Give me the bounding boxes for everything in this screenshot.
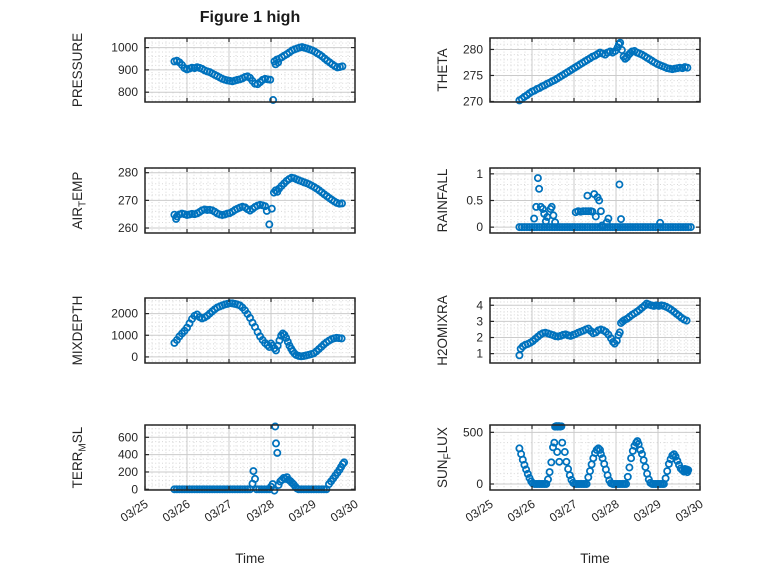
subplot-air-temp: 260 270 280 AIRTEMP bbox=[70, 166, 356, 235]
y-tick-labels: 0 500 bbox=[463, 425, 483, 491]
tick-marks bbox=[144, 168, 356, 233]
axes-box bbox=[144, 424, 356, 491]
data-markers-sun-flux bbox=[515, 422, 693, 488]
svg-text:900: 900 bbox=[118, 63, 138, 77]
y-tick-labels: 1 2 3 4 bbox=[476, 298, 483, 360]
subplot-mixdepth: 0 1000 2000 MIXDEPTH bbox=[70, 296, 356, 366]
ylabel-rainfall: RAINFALL bbox=[435, 168, 450, 232]
svg-text:03/29: 03/29 bbox=[286, 497, 319, 525]
tick-marks bbox=[489, 38, 701, 103]
minor-grid bbox=[145, 298, 355, 363]
svg-text:600: 600 bbox=[118, 430, 138, 444]
svg-text:03/26: 03/26 bbox=[160, 497, 193, 525]
data-markers-air-temp bbox=[170, 173, 346, 229]
svg-text:800: 800 bbox=[118, 85, 138, 99]
y-tick-labels: 0 1000 2000 bbox=[111, 307, 138, 364]
y-tick-labels: 00.51 bbox=[466, 167, 483, 234]
major-grid bbox=[490, 425, 700, 490]
svg-text:200: 200 bbox=[118, 465, 138, 479]
svg-text:1000: 1000 bbox=[111, 41, 138, 55]
svg-text:400: 400 bbox=[118, 448, 138, 462]
x-tick-labels: 03/25 03/26 03/27 03/28 03/29 03/30 bbox=[118, 497, 361, 525]
major-grid bbox=[145, 38, 355, 102]
ylabel-h2omixra: H2OMIXRA bbox=[435, 295, 450, 366]
xlabel-time-right: Time bbox=[580, 551, 610, 566]
subplot-pressure: 800 900 1000 PRESSURE bbox=[70, 33, 356, 107]
svg-text:4: 4 bbox=[476, 298, 483, 312]
svg-text:260: 260 bbox=[118, 221, 138, 235]
svg-text:03/26: 03/26 bbox=[505, 497, 538, 525]
svg-text:0: 0 bbox=[476, 477, 483, 491]
svg-text:1: 1 bbox=[476, 167, 483, 181]
svg-text:270: 270 bbox=[118, 193, 138, 207]
subplot-h2omixra: 1 2 3 4 H2OMIXRA bbox=[435, 295, 701, 366]
y-tick-labels: 800 900 1000 bbox=[111, 41, 138, 100]
svg-text:280: 280 bbox=[118, 166, 138, 180]
tick-marks bbox=[144, 38, 356, 102]
svg-text:275: 275 bbox=[463, 68, 483, 82]
svg-text:0.5: 0.5 bbox=[466, 194, 483, 208]
svg-text:03/29: 03/29 bbox=[631, 497, 664, 525]
svg-text:0: 0 bbox=[131, 482, 138, 496]
data-markers-h2omixra bbox=[515, 299, 691, 360]
xlabel-time-left: Time bbox=[235, 551, 265, 566]
svg-text:03/25: 03/25 bbox=[118, 497, 151, 525]
svg-text:0: 0 bbox=[476, 220, 483, 234]
ylabel-mixdepth: MIXDEPTH bbox=[70, 296, 85, 366]
minor-grid bbox=[145, 425, 355, 490]
axes-box bbox=[489, 297, 701, 364]
data-markers-pressure bbox=[170, 43, 347, 104]
subplot-sun-flux: 0 500 03/25 03/26 03/27 03/28 03/29 03/30 SUNFLU… bbox=[435, 422, 706, 525]
ylabel-air-temp: AIRTEMP bbox=[70, 172, 89, 230]
tick-marks bbox=[489, 298, 701, 363]
svg-text:0: 0 bbox=[131, 350, 138, 364]
svg-text:270: 270 bbox=[463, 94, 483, 108]
y-tick-labels: 0 200 400 600 bbox=[118, 430, 138, 496]
axes-box bbox=[489, 424, 701, 491]
ylabel-theta: THETA bbox=[435, 48, 450, 91]
ylabel-terr-msl: TERRMSL bbox=[70, 426, 89, 488]
svg-text:2000: 2000 bbox=[111, 307, 138, 321]
tick-marks bbox=[144, 425, 356, 490]
axes-box bbox=[489, 37, 701, 103]
tick-marks bbox=[489, 168, 701, 233]
svg-text:03/30: 03/30 bbox=[673, 497, 706, 525]
svg-text:500: 500 bbox=[463, 425, 483, 439]
y-tick-labels: 270 275 280 bbox=[463, 42, 483, 108]
tick-marks bbox=[144, 298, 356, 363]
tick-marks bbox=[489, 425, 701, 490]
svg-text:2: 2 bbox=[476, 331, 483, 345]
svg-text:03/27: 03/27 bbox=[202, 497, 235, 525]
data-markers-mixdepth bbox=[170, 299, 346, 361]
subplot-terr-msl: 0 200 400 600 03/25 03/26 03/27 03/28 03/29 03/30… bbox=[70, 422, 361, 525]
svg-text:03/28: 03/28 bbox=[244, 497, 277, 525]
svg-text:1: 1 bbox=[476, 347, 483, 361]
ylabel-pressure: PRESSURE bbox=[70, 33, 85, 107]
svg-text:1000: 1000 bbox=[111, 328, 138, 342]
data-markers-theta bbox=[515, 38, 692, 105]
y-tick-labels: 260 270 280 bbox=[118, 166, 138, 235]
svg-text:03/30: 03/30 bbox=[328, 497, 361, 525]
ylabel-sun-flux: SUNFLUX bbox=[435, 427, 454, 488]
figure-title: Figure 1 high bbox=[199, 9, 301, 26]
svg-text:280: 280 bbox=[463, 42, 483, 56]
svg-text:03/27: 03/27 bbox=[547, 497, 580, 525]
subplot-theta: 270 275 280 THETA bbox=[435, 37, 701, 108]
svg-text:3: 3 bbox=[476, 314, 483, 328]
x-tick-labels: 03/25 03/26 03/27 03/28 03/29 03/30 bbox=[463, 497, 706, 525]
data-markers-rainfall bbox=[515, 174, 695, 232]
svg-text:03/28: 03/28 bbox=[589, 497, 622, 525]
svg-text:03/25: 03/25 bbox=[463, 497, 496, 525]
major-grid bbox=[145, 298, 355, 363]
axes-box bbox=[144, 297, 356, 364]
